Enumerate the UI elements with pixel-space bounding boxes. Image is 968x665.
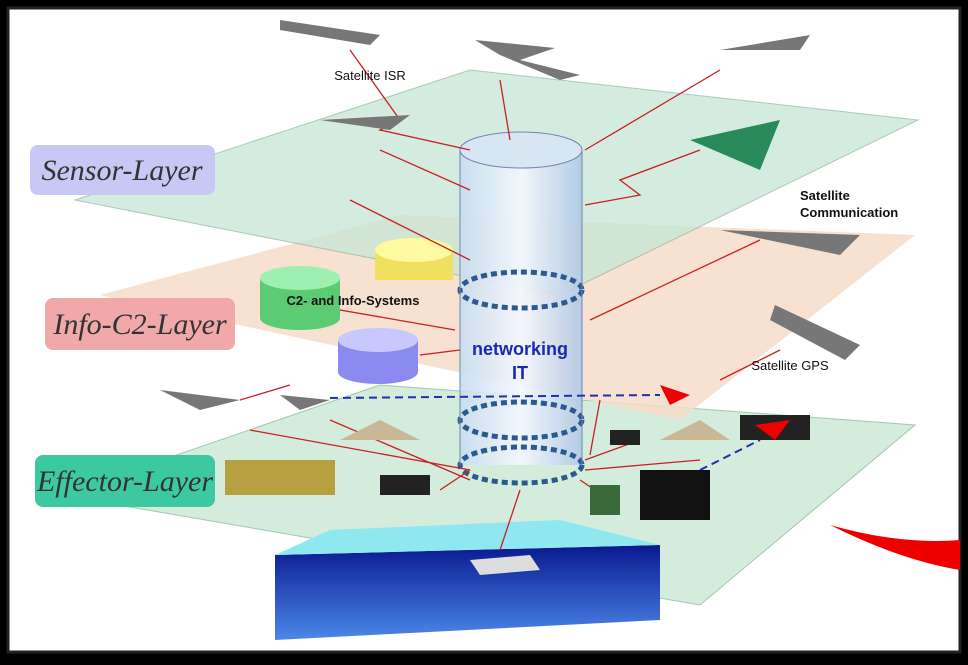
node-line: Satellite	[800, 188, 850, 203]
node-label: Satellite ISR	[334, 68, 406, 83]
node-label: Satellite GPS	[751, 358, 829, 373]
layer-label: Sensor-Layer	[41, 154, 202, 187]
hub-line: networking	[472, 339, 568, 359]
node-line: Communication	[800, 205, 898, 220]
node-label: C2- and Info-Systems	[287, 293, 420, 308]
hub-cylinder	[460, 132, 582, 483]
hub-line: IT	[512, 363, 528, 383]
layer-label: Info-C2-Layer	[52, 308, 227, 341]
layer-label: Effector-Layer	[36, 465, 213, 498]
diagram: networkingIT Sensor-Layer Info-C2-Layer …	[0, 0, 968, 660]
